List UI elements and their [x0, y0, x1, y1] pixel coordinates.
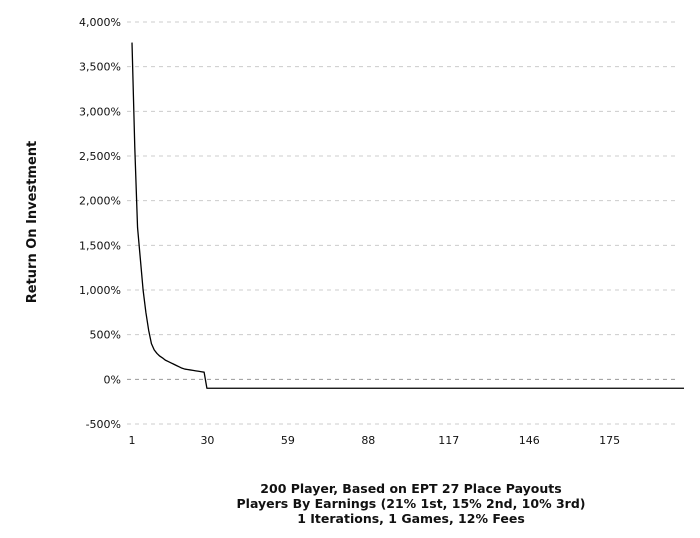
y-tick-label: 3,000%	[79, 105, 121, 118]
x-tick-label: 146	[519, 434, 540, 447]
y-tick-label: 2,500%	[79, 150, 121, 163]
y-tick-label: 1,000%	[79, 284, 121, 297]
x-tick-label: 88	[361, 434, 375, 447]
gridlines	[127, 21, 679, 425]
y-tick-label: 3,500%	[79, 61, 121, 74]
series-layer	[131, 42, 684, 389]
y-tick-label: 4,000%	[79, 16, 121, 29]
series-line	[131, 42, 684, 389]
y-tick-label: 1,500%	[79, 239, 121, 252]
x-axis-ticks: 1 30 59 88 117 146 175	[129, 434, 621, 447]
x-tick-label: 175	[599, 434, 620, 447]
x-tick-label: 117	[438, 434, 459, 447]
x-tick-label: 30	[200, 434, 214, 447]
y-tick-label: -500%	[86, 418, 121, 431]
y-tick-label: 500%	[90, 329, 121, 342]
y-axis-title: Return On Investment	[25, 141, 40, 304]
x-tick-label: 1	[129, 434, 136, 447]
chart-caption: 200 Player, Based on EPT 27 Place Payout…	[237, 481, 586, 526]
x-tick-label: 59	[281, 434, 295, 447]
caption-line-1: 200 Player, Based on EPT 27 Place Payout…	[260, 481, 561, 496]
y-axis-ticks: -500% 0% 500% 1,000% 1,500% 2,000% 2,500% 3,000…	[79, 16, 121, 431]
y-tick-label: 0%	[104, 373, 121, 386]
caption-line-2: Players By Earnings (21% 1st, 15% 2nd, 1…	[237, 496, 586, 511]
y-tick-label: 2,000%	[79, 195, 121, 208]
caption-line-3: 1 Iterations, 1 Games, 12% Fees	[297, 511, 525, 526]
